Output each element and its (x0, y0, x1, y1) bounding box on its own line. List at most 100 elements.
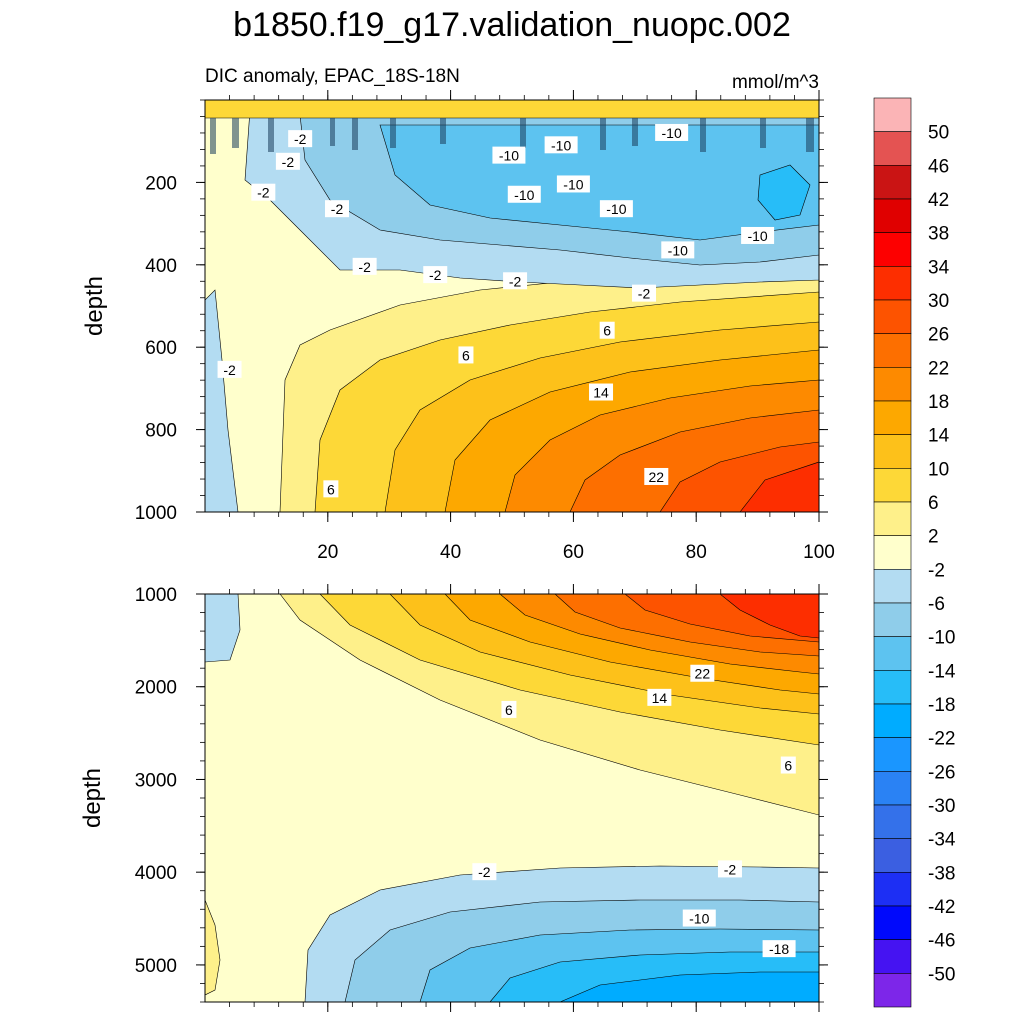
colorbar-label: 42 (928, 190, 949, 211)
colorbar-swatch (873, 400, 912, 435)
lower-contour-labels: 22 14 6 6 -2 -2 -10 -18 (472, 664, 796, 958)
colorbar-swatch (873, 939, 912, 974)
colorbar-label: -22 (928, 729, 955, 750)
colorbar-swatch (873, 97, 912, 132)
colorbar-swatch (873, 367, 912, 402)
upper-fill-cold-10 (379, 124, 819, 241)
colorbar-swatch (873, 232, 912, 267)
colorbar-label: -6 (928, 594, 945, 615)
contour-label-box (741, 226, 775, 244)
colorbar-label: -38 (928, 863, 955, 884)
contour-label-box (589, 383, 614, 401)
colorbar-swatch (873, 737, 912, 772)
upper-fill-cold-edge (205, 289, 239, 512)
colorbar-label: -2 (928, 560, 945, 581)
contour-label-box (682, 909, 716, 927)
lower-fill-cold-18 (559, 971, 819, 1002)
y-tick-label: 400 (145, 256, 177, 277)
colorbar-label: 22 (928, 358, 949, 379)
colorbar-swatch (873, 434, 912, 469)
colorbar-label: -18 (928, 695, 955, 716)
contour-label: -18 (769, 941, 789, 957)
units-label: mmol/m^3 (732, 72, 819, 93)
colorbar-swatch (873, 838, 912, 873)
colorbar-swatch (873, 771, 912, 806)
surface-stripe (600, 118, 606, 150)
upper-fill-warm-30 (739, 461, 819, 512)
surface-stripe (390, 118, 396, 148)
contour-label-box (780, 756, 796, 774)
colorbar-label: -14 (928, 661, 956, 682)
upper-ylabel: depth (81, 276, 108, 336)
contour-label-box (647, 688, 672, 706)
colorbar-label: -34 (928, 830, 956, 851)
contour-label: 6 (784, 758, 792, 774)
surface-stripe (352, 118, 358, 150)
upper-contour-labels: -2 -2 -2 -2 -10 -10 -10 -10 -10 -10 -10 -10 -2 -2 -2 -2… (217, 123, 775, 498)
contour-label: 14 (652, 690, 668, 706)
contour-label-box (544, 136, 578, 154)
surface-stripe (806, 118, 814, 152)
contour-label: 6 (327, 481, 335, 497)
contour-label-box (717, 860, 742, 878)
colorbar-label: 34 (928, 257, 950, 278)
upper-fill-cold-14 (757, 164, 811, 221)
x-tick-label: 20 (317, 542, 338, 563)
y-tick-label: 800 (145, 421, 177, 442)
colorbar-label: 26 (928, 325, 949, 346)
colorbar-swatch (873, 266, 912, 301)
colorbar-label: -50 (928, 964, 955, 985)
contour-label: 6 (462, 347, 470, 363)
contour-label: 22 (649, 469, 665, 485)
contour-label: -10 (689, 911, 709, 927)
contour-label: -10 (551, 137, 571, 153)
surface-stripe (440, 118, 446, 144)
surface-stripe (210, 118, 216, 154)
colorbar-label: -26 (928, 762, 955, 783)
surface-stripe (760, 118, 766, 148)
y-tick-label: 2000 (135, 678, 177, 699)
colorbar-swatch (873, 501, 912, 536)
upper-ticks: 200 400 600 800 1000 20 40 60 80 100 (135, 90, 835, 563)
surface-stripe (520, 118, 526, 148)
colorbar-label: -30 (928, 796, 955, 817)
contour-label-box (275, 152, 300, 170)
surface-stripe (700, 118, 706, 152)
contour-label: -10 (563, 176, 583, 192)
colorbar-label: 38 (928, 224, 949, 245)
contour-label-box (501, 700, 517, 718)
contour-label: -2 (257, 185, 270, 201)
colorbar-label: -10 (928, 628, 955, 649)
colorbar-swatch (873, 299, 912, 334)
upper-frame (204, 99, 820, 513)
contour-label-box (251, 183, 276, 201)
lower-fill-left-warm (205, 899, 221, 996)
chart-title: b1850.f19_g17.validation_nuopc.002 (233, 6, 791, 44)
colorbar-label: 14 (928, 426, 950, 447)
y-tick-label: 1000 (135, 503, 177, 524)
contour-label: -2 (223, 362, 236, 378)
contour-label-box (423, 266, 448, 284)
colorbar-swatch (873, 333, 912, 368)
y-tick-label: 600 (145, 338, 177, 359)
colorbar-swatch (873, 703, 912, 738)
contour-label: -2 (638, 286, 651, 302)
y-tick-label: 4000 (135, 863, 177, 884)
contour-label: 6 (505, 702, 513, 718)
contour-label-box (217, 360, 242, 378)
contour-label-box (690, 664, 715, 682)
colorbar-swatch (873, 569, 912, 604)
colorbar-swatch (873, 872, 912, 907)
contour-label-box (323, 480, 339, 498)
contour-label: -2 (358, 259, 371, 275)
lower-panel: 1000 2000 3000 4000 5000 22 14 6 6 -2 -2 -10 -18 de… (79, 584, 828, 1012)
contour-label: -2 (478, 864, 491, 880)
contour-label: -2 (331, 201, 344, 217)
contour-label: -10 (747, 228, 767, 244)
contour-label-box (325, 200, 350, 218)
contour-label: -2 (509, 273, 522, 289)
colorbar-swatch (873, 804, 912, 839)
contour-label: -10 (499, 148, 519, 164)
contour-label-box (661, 241, 695, 259)
